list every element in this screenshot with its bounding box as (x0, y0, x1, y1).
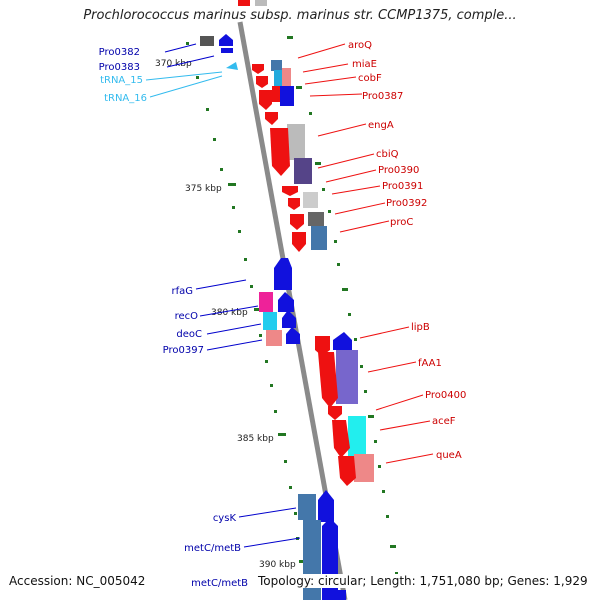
gene-label[interactable]: metC/metB (184, 543, 241, 554)
gene-arrow (256, 76, 268, 88)
gene-block (263, 312, 277, 330)
gene-arrow (282, 310, 296, 328)
gene-arrow (286, 327, 300, 344)
scale-ticks (186, 36, 398, 575)
labels-left: Pro0382 Pro0383 tRNA_15 tRNA_16 rfaG rec… (99, 47, 248, 589)
gene-block (274, 70, 282, 86)
gene-block (303, 192, 318, 208)
scale-label: 385 kbp (237, 434, 274, 444)
gene-block (200, 36, 214, 46)
gene-block (266, 330, 282, 346)
gene-label[interactable]: rfaG (171, 286, 193, 297)
gene-arrow (328, 406, 342, 420)
gene-label[interactable]: aroQ (348, 40, 372, 51)
gene-label[interactable]: Pro0382 (99, 47, 140, 58)
gene-arrow (219, 34, 233, 46)
gene-arrow (278, 292, 294, 312)
gene-block (308, 212, 324, 226)
gene-label[interactable]: queA (436, 450, 462, 461)
topology-text: Topology: circular; Length: 1,751,080 bp… (258, 574, 588, 588)
gene-arrow (338, 456, 356, 486)
gene-arrow (333, 332, 352, 350)
gene-label[interactable]: aceF (432, 416, 456, 427)
gene-arrow (288, 198, 300, 210)
gene-block (287, 124, 305, 160)
gene-arrow (318, 352, 338, 408)
gene-label[interactable]: Pro0400 (425, 390, 466, 401)
gene-arrow (318, 490, 334, 522)
label-connectors-right (297, 43, 434, 464)
gene-arrow (270, 128, 290, 176)
gene-arrow (332, 420, 350, 458)
gene-arrow (274, 258, 292, 290)
gene-block (272, 86, 280, 102)
scale-label: 375 kbp (185, 184, 222, 194)
gene-label[interactable]: cysK (213, 513, 237, 524)
trna-label[interactable]: tRNA_15 (100, 75, 143, 86)
gene-block (238, 0, 250, 6)
gene-block (354, 454, 374, 482)
gene-label[interactable]: lipB (411, 322, 430, 333)
gene-block (336, 350, 358, 404)
gene-block (280, 86, 294, 106)
gene-block (255, 0, 267, 6)
gene-block (298, 494, 316, 520)
gene-block (271, 60, 282, 71)
gene-label[interactable]: recO (175, 311, 199, 322)
gene-block (294, 158, 312, 184)
gene-label[interactable]: fAA1 (418, 358, 442, 369)
gene-label[interactable]: cobF (358, 73, 382, 84)
labels-right: aroQ miaE cobF Pro0387 engA cbiQ Pro0390… (348, 40, 466, 461)
gene-block (282, 68, 291, 86)
gene-label[interactable]: Pro0392 (386, 198, 427, 209)
gene-block (311, 226, 327, 250)
trna-label[interactable]: tRNA_16 (104, 93, 147, 104)
gene-label[interactable]: cbiQ (376, 149, 399, 160)
trna-arrow (226, 62, 238, 70)
gene-arrow (221, 48, 233, 53)
gene-label[interactable]: Pro0397 (163, 345, 204, 356)
gene-arrow (265, 112, 278, 125)
gene-label[interactable]: metC/metB (191, 578, 248, 589)
gene-block (303, 520, 321, 600)
map-title: Prochlorococcus marinus subsp. marinus s… (83, 8, 517, 23)
gene-arrow (282, 186, 298, 196)
gene-label[interactable]: proC (390, 217, 413, 228)
gene-block (348, 416, 366, 456)
gene-label[interactable]: Pro0387 (362, 91, 403, 102)
scale-label: 370 kbp (155, 59, 192, 69)
scale-label: 390 kbp (259, 560, 296, 570)
label-connectors-left (145, 43, 301, 548)
gene-label[interactable]: deoC (176, 329, 202, 340)
gene-label[interactable]: Pro0390 (378, 165, 419, 176)
gene-label[interactable]: miaE (352, 59, 377, 70)
gene-block (334, 590, 346, 600)
gene-arrow (252, 64, 264, 74)
gene-arrow (290, 214, 304, 230)
gene-arrow (259, 90, 272, 110)
gene-label[interactable]: Pro0391 (382, 181, 423, 192)
scale-label: 380 kbp (211, 308, 248, 318)
gene-label[interactable]: Pro0383 (99, 62, 140, 73)
gene-block (259, 292, 273, 312)
gene-arrow (292, 232, 306, 252)
gene-label[interactable]: engA (368, 120, 394, 131)
accession-text: Accession: NC_005042 (9, 574, 146, 588)
gene-arrow (315, 336, 330, 356)
